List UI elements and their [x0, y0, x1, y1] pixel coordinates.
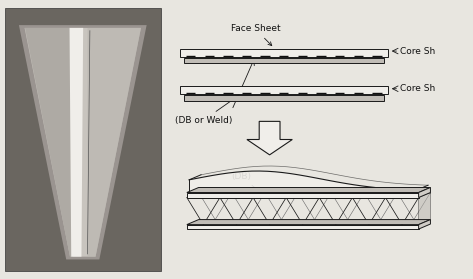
Bar — [180, 49, 388, 57]
Polygon shape — [19, 25, 147, 259]
Polygon shape — [419, 220, 430, 229]
Bar — [5, 8, 161, 271]
Polygon shape — [187, 187, 430, 193]
Polygon shape — [419, 193, 430, 225]
Bar — [184, 95, 384, 101]
Polygon shape — [25, 28, 73, 257]
Polygon shape — [88, 28, 141, 257]
Text: Core Sh: Core Sh — [400, 84, 435, 93]
Bar — [187, 193, 419, 198]
Polygon shape — [247, 121, 292, 155]
Text: Face Sheet: Face Sheet — [231, 25, 280, 46]
Bar — [184, 58, 384, 63]
Text: Core Sh: Core Sh — [400, 47, 435, 56]
Polygon shape — [70, 28, 83, 257]
Text: (DB or Weld): (DB or Weld) — [175, 96, 238, 125]
Polygon shape — [25, 28, 141, 257]
Text: (DB): (DB) — [231, 172, 262, 194]
Polygon shape — [419, 187, 430, 198]
Bar — [180, 86, 388, 94]
Bar — [187, 225, 419, 229]
Polygon shape — [187, 220, 430, 225]
